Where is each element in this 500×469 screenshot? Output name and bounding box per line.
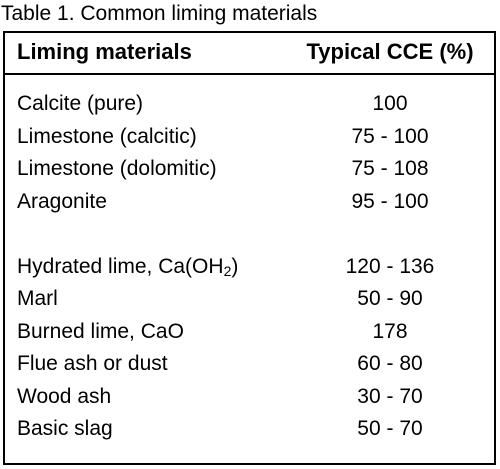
- material-cell: Calcite (pure): [17, 92, 144, 115]
- table-row: Burned lime, CaO 178: [5, 316, 494, 349]
- table-row: Wood ash 30 - 70: [5, 381, 494, 414]
- table-row: Aragonite 95 - 100: [5, 186, 494, 219]
- table-row: Limestone (calcitic) 75 - 100: [5, 121, 494, 154]
- cce-cell: 120 - 136: [345, 254, 435, 278]
- group-spacer: [5, 218, 494, 251]
- material-cell: Marl: [17, 287, 58, 310]
- material-cell: Limestone (calcitic): [17, 124, 197, 148]
- material-cell: Hydrated lime, Ca(OH2): [17, 254, 238, 280]
- table-row: Hydrated lime, Ca(OH2) 120 - 136: [5, 251, 494, 284]
- table-row: Marl 50 - 90: [5, 283, 494, 316]
- material-text: Hydrated lime, Ca(OH: [17, 254, 224, 278]
- cce-cell: 50 - 90: [357, 287, 423, 310]
- cce-cell: 75 - 100: [351, 124, 429, 148]
- cce-cell: 30 - 70: [357, 384, 423, 408]
- cce-cell: 75 - 108: [351, 157, 429, 180]
- table-row: Flue ash or dust 60 - 80: [5, 348, 494, 381]
- cce-cell: 60 - 80: [357, 352, 423, 375]
- material-cell: Wood ash: [17, 384, 112, 408]
- table-caption: Table 1. Common liming materials: [1, 2, 318, 25]
- table-row: Limestone (dolomitic) 75 - 108: [5, 153, 494, 186]
- liming-materials-table: Liming materials Typical CCE (%) Calcite…: [3, 31, 496, 465]
- header-liming-materials: Liming materials: [17, 39, 192, 64]
- table-body: Calcite (pure) 100 Limestone (calcitic) …: [5, 88, 494, 446]
- material-subscript: 2: [223, 262, 232, 279]
- table-row: Basic slag 50 - 70: [5, 413, 494, 446]
- material-cell: Limestone (dolomitic): [17, 157, 217, 180]
- material-cell: Flue ash or dust: [17, 352, 168, 375]
- cce-cell: 178: [372, 319, 408, 343]
- cce-cell: 95 - 100: [351, 189, 429, 213]
- material-cell: Aragonite: [17, 189, 107, 213]
- header-typical-cce: Typical CCE (%): [306, 39, 474, 64]
- material-cell: Basic slag: [17, 417, 113, 440]
- table-header-row: Liming materials Typical CCE (%): [5, 33, 494, 75]
- material-cell: Burned lime, CaO: [17, 319, 184, 343]
- cce-cell: 50 - 70: [357, 417, 423, 440]
- cce-cell: 100: [372, 92, 408, 115]
- material-suffix: ): [231, 254, 239, 278]
- table-row: Calcite (pure) 100: [5, 88, 494, 121]
